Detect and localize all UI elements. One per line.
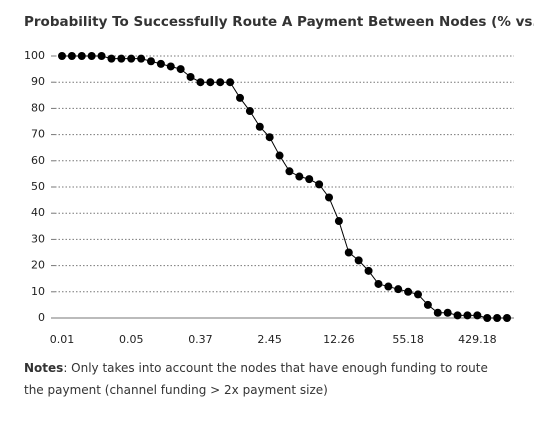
- y-tick-label: 60: [31, 154, 45, 167]
- point: [285, 167, 294, 176]
- point: [404, 287, 413, 296]
- point: [503, 314, 511, 322]
- point: [374, 279, 383, 288]
- point: [117, 54, 126, 63]
- point: [275, 151, 284, 160]
- point: [433, 308, 442, 317]
- y-tick-label: 40: [31, 206, 45, 219]
- point: [414, 290, 422, 299]
- point: [384, 282, 393, 291]
- x-tick-label: 55.18: [392, 333, 424, 346]
- y-tick-label: 80: [31, 101, 45, 114]
- y-tick-label: 90: [31, 75, 45, 88]
- point: [156, 59, 165, 68]
- point: [196, 78, 205, 87]
- y-tick-label: 20: [31, 259, 45, 272]
- x-tick-label: 12.26: [323, 333, 355, 346]
- point: [473, 311, 482, 320]
- point: [236, 93, 244, 102]
- notes: Notes: Only takes into account the nodes…: [24, 357, 504, 401]
- notes-label: Notes: [24, 361, 64, 375]
- y-tick-label: 100: [24, 49, 45, 62]
- point: [245, 107, 254, 116]
- x-tick-label: 2.45: [257, 333, 282, 346]
- point: [226, 78, 235, 87]
- point: [255, 122, 264, 131]
- x-tick-label: 0.37: [188, 333, 213, 346]
- y-tick-label: 0: [38, 311, 45, 324]
- point: [147, 57, 155, 66]
- y-tick-label: 10: [31, 285, 45, 298]
- point: [364, 266, 373, 275]
- point: [87, 52, 96, 60]
- point: [354, 256, 363, 265]
- point: [295, 172, 304, 181]
- point: [443, 308, 452, 317]
- point: [315, 180, 324, 189]
- y-tick-label: 50: [31, 180, 45, 193]
- point: [394, 285, 403, 294]
- chart-title: Probability To Successfully Route A Paym…: [24, 14, 534, 30]
- point: [344, 248, 353, 257]
- point: [334, 217, 343, 226]
- point: [453, 311, 462, 320]
- point: [77, 52, 86, 60]
- point: [166, 62, 175, 71]
- notes-text: : Only takes into account the nodes that…: [24, 361, 488, 397]
- point: [127, 54, 136, 63]
- point: [176, 65, 185, 74]
- point: [67, 52, 76, 60]
- point: [137, 54, 146, 63]
- y-tick-label: 30: [31, 232, 45, 245]
- point: [423, 300, 432, 309]
- x-tick-label: 429.18: [458, 333, 497, 346]
- point: [493, 314, 502, 322]
- point: [107, 54, 116, 63]
- point: [58, 52, 66, 60]
- point: [265, 133, 274, 142]
- point: [305, 175, 314, 184]
- x-tick-label: 0.01: [50, 333, 75, 346]
- point: [483, 314, 492, 322]
- point: [206, 78, 215, 87]
- point: [216, 78, 225, 87]
- point: [186, 72, 195, 81]
- point: [325, 193, 333, 202]
- y-tick-label: 70: [31, 128, 45, 141]
- chart: Probability To Successfully Route A Paym…: [24, 14, 534, 346]
- point: [463, 311, 472, 320]
- point: [97, 52, 106, 60]
- x-tick-label: 0.05: [119, 333, 144, 346]
- line: [62, 55, 507, 319]
